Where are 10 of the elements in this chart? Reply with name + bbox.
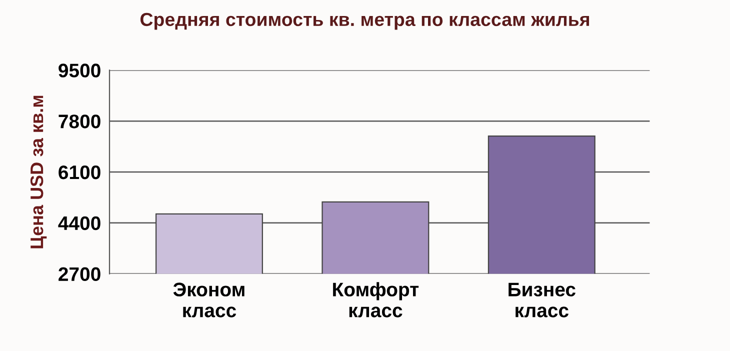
y-tick-label: 6100 [58,165,100,180]
x-tick-label: Эконом класс [173,282,244,318]
chart-title: Средняя стоимость кв. метра по классам жилья [140,12,590,30]
x-tick-label: Бизнес класс [508,282,576,318]
y-tick-label: 9500 [58,64,100,78]
y-tick-label: 7800 [58,114,100,128]
y-axis-title: Цена USD за кв.м [30,96,47,248]
y-tick-label: 2700 [58,267,100,282]
y-tick-label: 4400 [58,216,100,230]
x-tick-label: Комфорт класс [333,282,419,318]
